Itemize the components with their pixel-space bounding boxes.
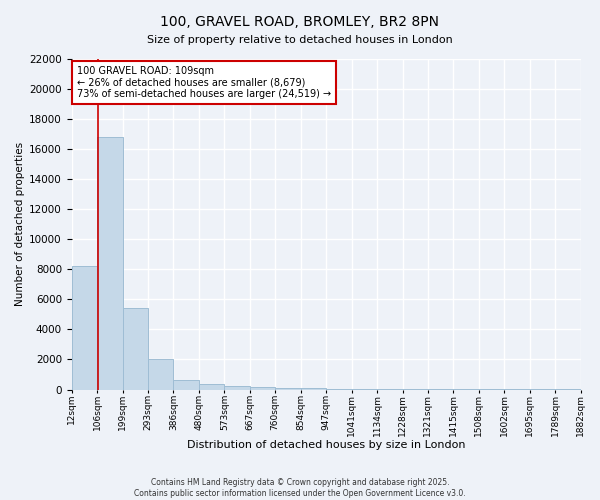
Bar — [326, 388, 352, 390]
Bar — [148, 360, 173, 390]
Bar — [224, 386, 250, 390]
Bar — [275, 388, 301, 390]
Text: 100, GRAVEL ROAD, BROMLEY, BR2 8PN: 100, GRAVEL ROAD, BROMLEY, BR2 8PN — [161, 15, 439, 29]
Text: Size of property relative to detached houses in London: Size of property relative to detached ho… — [147, 35, 453, 45]
Bar — [250, 388, 275, 390]
Y-axis label: Number of detached properties: Number of detached properties — [15, 142, 25, 306]
Bar — [122, 308, 148, 390]
Text: 100 GRAVEL ROAD: 109sqm
← 26% of detached houses are smaller (8,679)
73% of semi: 100 GRAVEL ROAD: 109sqm ← 26% of detache… — [77, 66, 331, 99]
X-axis label: Distribution of detached houses by size in London: Distribution of detached houses by size … — [187, 440, 466, 450]
Bar — [199, 384, 224, 390]
Bar — [173, 380, 199, 390]
Bar — [71, 266, 97, 390]
Text: Contains HM Land Registry data © Crown copyright and database right 2025.
Contai: Contains HM Land Registry data © Crown c… — [134, 478, 466, 498]
Bar — [352, 389, 377, 390]
Bar — [301, 388, 326, 390]
Bar — [97, 137, 122, 390]
